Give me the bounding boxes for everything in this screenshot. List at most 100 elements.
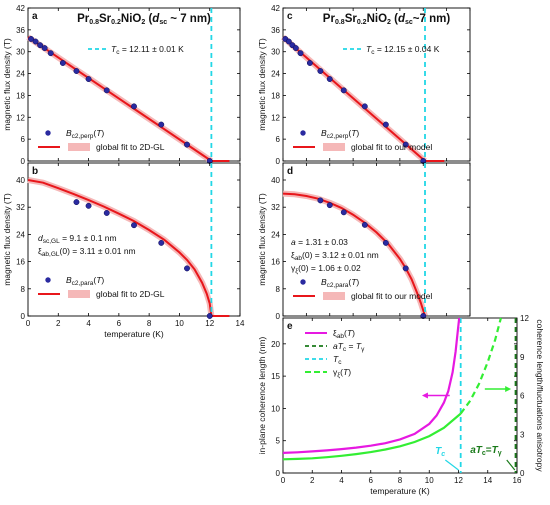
y-tick-label: 15 (271, 372, 280, 381)
y-tick-label: 0 (21, 312, 26, 321)
x-axis-label: temperature (K) (370, 486, 430, 496)
panel-label: b (32, 166, 38, 177)
y-axis-label: magnetic flux density (T) (2, 38, 12, 131)
fit-line (27, 36, 212, 162)
y-tick-label: 6 (21, 135, 26, 144)
y-right-tick-label: 6 (520, 392, 525, 401)
panel-label: a (32, 11, 38, 22)
atc-marker-arrow (506, 459, 516, 471)
fit-parameter-2: ξab(0) = 3.12 ± 0.01 nm (291, 250, 379, 262)
x-tick-label: 12 (454, 476, 463, 485)
x-tick-label: 4 (86, 319, 91, 328)
legend-fit-label: global fit to our model (351, 142, 432, 152)
fit-line (282, 192, 426, 317)
data-point (28, 36, 34, 42)
panel-title: Pr0.8Sr0.2NiO2 (dsc~7 nm) (323, 13, 451, 26)
legend-fit-label: global fit to 2D-GL (96, 142, 165, 152)
legend-fit-label: global fit to our model (351, 291, 432, 301)
y-axis-label: magnetic flux density (T) (2, 193, 12, 286)
data-point (184, 265, 190, 272)
x-tick-label: 6 (369, 476, 374, 485)
data-point (131, 103, 137, 110)
y-tick-label: 32 (16, 203, 25, 212)
data-point (326, 202, 333, 209)
data-point (420, 313, 427, 319)
data-point (73, 68, 80, 74)
data-point (47, 50, 54, 57)
legend-points-label: Bc2,para(T) (321, 277, 359, 289)
plot-frame (27, 162, 241, 317)
y-tick-label: 40 (16, 176, 25, 185)
y-tick-label: 30 (16, 48, 25, 57)
y-tick-label: 18 (271, 91, 280, 100)
panel-title: Pr0.8Sr0.2NiO2 (dsc ~ 7 nm) (77, 13, 211, 26)
panel-label: e (287, 321, 293, 332)
x-tick-label: 10 (175, 319, 184, 328)
data-point (340, 87, 347, 94)
data-point (317, 68, 324, 74)
tc-marker-arrow (444, 459, 459, 471)
data-point (103, 210, 110, 216)
panel-label: c (287, 11, 293, 22)
data-point (85, 76, 92, 82)
legend-tc-label: Tc (333, 354, 342, 366)
data-point (340, 209, 347, 216)
data-point (317, 197, 324, 204)
data-point (37, 42, 44, 49)
x-tick-label: 16 (513, 476, 522, 485)
gamma-curve (282, 412, 462, 461)
data-point (73, 199, 80, 206)
data-point (382, 121, 389, 128)
y-tick-label: 16 (271, 258, 280, 267)
data-point (361, 221, 368, 228)
y-right-tick-label: 9 (520, 353, 525, 362)
left-axis-arrowhead (421, 392, 428, 399)
y-tick-label: 40 (271, 176, 280, 185)
x-tick-label: 2 (310, 476, 315, 485)
legend-band-swatch (68, 290, 90, 298)
y-tick-label: 36 (16, 26, 25, 35)
legend-points-label: Bc2,perp(T) (66, 128, 104, 140)
data-point (59, 60, 66, 66)
y-tick-label: 10 (271, 404, 280, 413)
fit-parameter-1: a = 1.31 ± 0.03 (291, 237, 348, 247)
right-axis-arrowhead (505, 386, 512, 393)
fit-parameter-1: dsc,GL = 9.1 ± 0.1 nm (38, 233, 117, 245)
data-point (326, 76, 333, 82)
y-tick-label: 8 (21, 285, 26, 294)
x-tick-label: 14 (236, 319, 245, 328)
fit-parameter-2: ξab,GL(0) = 3.11 ± 0.01 nm (38, 246, 136, 258)
x-tick-label: 14 (483, 476, 492, 485)
y-right-tick-label: 12 (520, 314, 529, 323)
panel-label: d (287, 166, 293, 177)
y-tick-label: 5 (276, 437, 281, 446)
y-tick-label: 0 (276, 469, 281, 478)
y-tick-label: 24 (16, 230, 25, 239)
y-axis-label: in-plane coherence length (nm) (257, 337, 267, 455)
x-tick-label: 6 (117, 319, 122, 328)
y-tick-label: 36 (271, 26, 280, 35)
data-point (382, 239, 389, 246)
data-point (158, 239, 165, 246)
legend-point-marker (45, 130, 51, 136)
y-tick-label: 12 (271, 113, 280, 122)
data-point (32, 38, 39, 45)
data-point (41, 45, 48, 52)
tc-legend-label: Tc = 12.11 ± 0.01 K (111, 44, 184, 56)
data-point (131, 222, 137, 229)
legend-band-swatch (323, 143, 345, 151)
legend-band-swatch (323, 292, 345, 300)
gamma-curve-dashed (459, 317, 502, 415)
tc-legend-label: Tc = 12.15 ± 0.04 K (366, 44, 440, 56)
y-tick-label: 24 (271, 70, 280, 79)
y-tick-label: 0 (276, 157, 281, 166)
data-point (206, 313, 213, 319)
x-tick-label: 0 (26, 319, 31, 328)
panel-e: 0 5 10 15 20 0 2 4 6 8 10 12 14 16 temperature (K) in-p… (257, 314, 545, 496)
y-tick-label: 0 (21, 157, 26, 166)
y-tick-label: 20 (271, 340, 280, 349)
data-point (402, 141, 409, 148)
y-right-tick-label: 3 (520, 430, 525, 439)
y-tick-label: 24 (271, 230, 280, 239)
